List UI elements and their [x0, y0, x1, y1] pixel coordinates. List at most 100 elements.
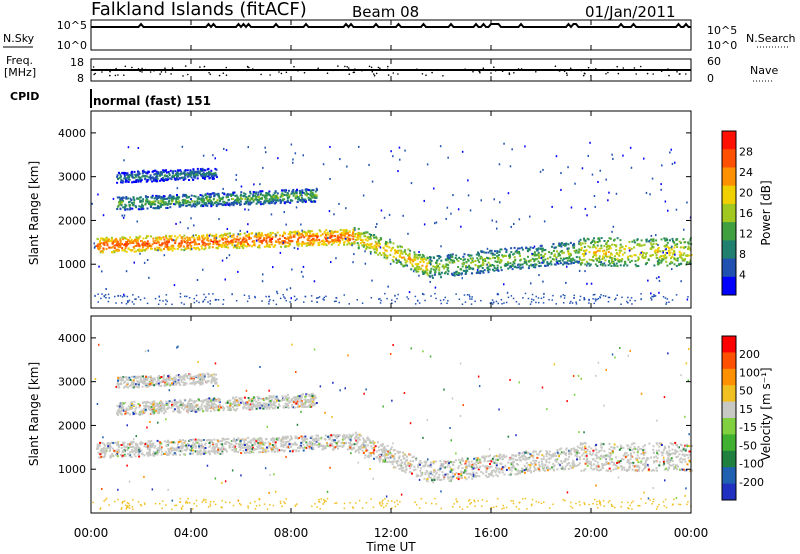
power-cell	[224, 240, 227, 243]
power-cell	[671, 237, 674, 240]
velocity-data-layer	[92, 343, 693, 511]
power-cell	[534, 266, 537, 269]
power-cell	[223, 203, 226, 206]
power-cell	[394, 300, 396, 303]
velocity-cell	[228, 442, 231, 444]
power-cell	[410, 268, 413, 271]
power-cell	[334, 230, 337, 233]
velocity-cell	[221, 445, 224, 448]
power-cell	[413, 253, 416, 256]
power-cell	[225, 234, 227, 237]
power-cell	[523, 257, 526, 260]
velocity-cell	[368, 451, 371, 454]
power-cell	[540, 297, 543, 300]
power-cell	[226, 256, 228, 259]
power-cell	[166, 203, 169, 206]
power-cell	[193, 246, 196, 249]
power-cell	[304, 201, 307, 203]
power-cell	[604, 259, 607, 262]
power-cell	[180, 248, 183, 251]
power-cell	[447, 156, 449, 159]
power-cell	[599, 297, 602, 299]
velocity-cell	[233, 437, 236, 440]
power-cell	[290, 192, 293, 195]
power-cell	[469, 266, 472, 269]
power-cell	[313, 234, 316, 237]
power-cell	[577, 251, 580, 254]
velocity-cell	[166, 453, 169, 456]
velocity-cell	[290, 437, 293, 440]
power-cell	[535, 254, 538, 257]
power-cell	[175, 238, 178, 241]
velocity-cell	[259, 451, 262, 453]
power-cell	[610, 265, 613, 267]
nave-dot	[582, 74, 585, 77]
power-cell	[179, 173, 182, 176]
power-cell	[137, 179, 140, 182]
velocity-cell	[199, 449, 202, 452]
power-cell	[176, 187, 179, 190]
power-cell	[384, 244, 387, 247]
power-cell	[660, 261, 663, 264]
power-cell	[673, 258, 676, 261]
nave-dot	[373, 73, 375, 75]
power-cell	[435, 261, 437, 264]
power-cell	[117, 245, 120, 248]
power-cell	[186, 236, 189, 239]
power-cell	[243, 195, 246, 198]
power-cell	[168, 199, 171, 202]
power-cell	[237, 197, 240, 200]
power-cell	[227, 204, 230, 206]
velocity-cell	[355, 434, 358, 437]
power-cell	[305, 194, 308, 197]
power-cell	[247, 208, 250, 211]
power-cell	[294, 232, 297, 235]
power-cell	[169, 203, 172, 206]
power-cell	[347, 234, 350, 237]
power-cell	[302, 154, 304, 157]
velocity-cell	[204, 442, 207, 445]
power-cell	[384, 249, 387, 252]
power-cell	[305, 244, 308, 247]
power-cell	[240, 193, 243, 196]
power-cell	[276, 198, 279, 201]
power-cell	[678, 250, 681, 253]
velocity-cell	[254, 443, 257, 446]
power-cell	[202, 172, 205, 174]
power-cell	[216, 242, 219, 245]
velocity-cell	[130, 446, 133, 449]
velocity-cell	[283, 450, 286, 453]
power-cell	[321, 233, 324, 236]
power-cell	[296, 298, 298, 300]
velocity-cell	[247, 436, 250, 439]
colorbar-frame	[721, 130, 737, 296]
power-cell	[480, 264, 483, 267]
velocity-cell	[97, 445, 100, 448]
velocity-cell	[138, 446, 141, 449]
power-cell	[375, 248, 378, 251]
power-cell	[214, 235, 216, 238]
power-cell	[179, 245, 182, 248]
velocity-cell	[282, 438, 285, 441]
nave-dot	[246, 66, 249, 68]
power-cell	[507, 261, 509, 264]
power-cell	[613, 264, 616, 267]
power-cell	[173, 203, 175, 206]
power-cell	[127, 180, 130, 183]
power-cell	[368, 233, 371, 236]
power-cell	[116, 250, 119, 253]
power-cell	[575, 303, 578, 305]
power-cell	[135, 241, 138, 244]
velocity-cell	[141, 442, 144, 445]
power-cell	[298, 234, 301, 237]
velocity-cell	[221, 437, 224, 440]
power-cell	[261, 234, 264, 237]
power-cell	[352, 228, 355, 231]
power-cell	[201, 241, 204, 244]
power-cell	[683, 252, 686, 255]
velocity-cell	[311, 435, 314, 438]
power-cell	[559, 254, 561, 257]
velocity-cell	[249, 448, 252, 451]
power-cell	[444, 271, 447, 274]
velocity-cell	[215, 443, 218, 446]
